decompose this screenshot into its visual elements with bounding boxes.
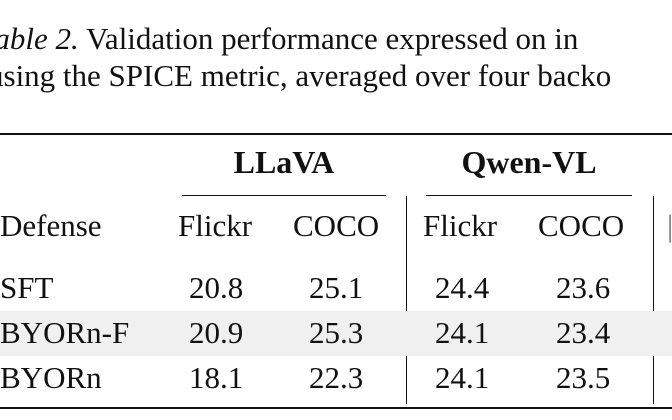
qwen-coco-cell: 23.5 [556, 360, 611, 395]
qwen-coco-cell: 23.6 [556, 270, 611, 305]
table-label: Table 2. [0, 21, 79, 56]
llava-coco-cell: 22.3 [309, 360, 364, 395]
qwen-flickr-cell: 24.1 [435, 360, 490, 395]
caption-text-1: Validation performance expressed on in [85, 21, 579, 56]
table-caption: Table 2. Validation performance expresse… [0, 20, 672, 94]
table-bottom-rule [0, 407, 672, 409]
group-header-qwen: Qwen-VL [461, 144, 597, 180]
llava-flickr-cell: 20.9 [189, 315, 244, 350]
defense-cell: BYORn-F [0, 315, 130, 350]
llava-coco-cell: 25.3 [309, 315, 364, 350]
caption-line-2: using the SPICE metric, averaged over fo… [0, 58, 612, 93]
llava-header-rule [182, 195, 386, 196]
qwen-header-rule [426, 195, 632, 196]
llava-coco-cell: 25.1 [309, 270, 364, 305]
column-divider-llava-qwen [406, 196, 407, 404]
qwen-flickr-cell: 24.1 [435, 315, 490, 350]
group-header-llava: LLaVA [233, 144, 335, 180]
column-header-llava-coco: COCO [293, 208, 380, 243]
cropped-column-header-fragment: | [667, 208, 672, 243]
defense-cell: SFT [0, 270, 54, 305]
column-header-defense: Defense [0, 208, 102, 243]
column-header-qwen-coco: COCO [538, 208, 625, 243]
column-header-qwen-flickr: Flickr [423, 208, 498, 243]
qwen-flickr-cell: 24.4 [435, 270, 490, 305]
defense-cell: BYORn [0, 360, 102, 395]
caption-line-1: Table 2. Validation performance expresse… [0, 20, 672, 57]
highlighted-row-background [0, 311, 672, 356]
column-header-llava-flickr: Flickr [178, 208, 253, 243]
table-top-rule [0, 133, 672, 135]
llava-flickr-cell: 18.1 [189, 360, 244, 395]
column-divider-qwen-next [653, 196, 654, 404]
qwen-coco-cell: 23.4 [556, 315, 611, 350]
llava-flickr-cell: 20.8 [189, 270, 244, 305]
